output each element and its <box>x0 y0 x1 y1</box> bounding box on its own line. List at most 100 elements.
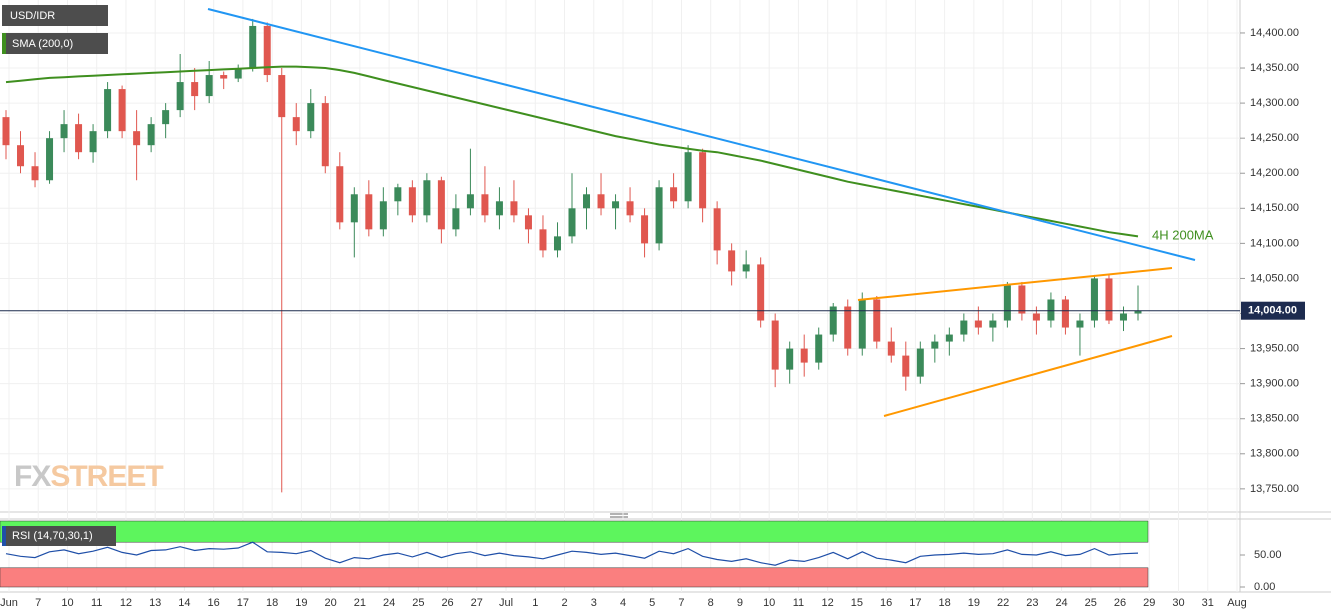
candle-body <box>234 68 242 79</box>
grid <box>0 0 1245 592</box>
candle-body <box>278 75 286 118</box>
candle-body <box>31 166 39 181</box>
rsi-panel <box>0 520 1245 588</box>
x-tick-label: 18 <box>266 597 278 609</box>
x-tick-label: 19 <box>295 597 307 609</box>
marks <box>0 18 1240 493</box>
candle-body <box>757 264 765 321</box>
candle-body <box>1018 285 1026 314</box>
y-tick-label: 13,900.00 <box>1250 378 1299 390</box>
candle-body <box>1119 313 1127 321</box>
candle-body <box>423 180 431 216</box>
candle-body <box>394 187 402 202</box>
candle-body <box>902 355 910 377</box>
candle-body <box>829 306 837 335</box>
candle-body <box>89 131 97 153</box>
candle-body <box>786 348 794 370</box>
candle-body <box>133 131 141 146</box>
x-tick-label: 29 <box>1143 597 1155 609</box>
candle-body <box>60 124 68 139</box>
x-tick-label: 17 <box>909 597 921 609</box>
x-tick-label: 5 <box>649 597 655 609</box>
x-tick-label: 24 <box>1055 597 1067 609</box>
y-tick-label: 13,850.00 <box>1250 413 1299 425</box>
candle-body <box>1032 313 1040 321</box>
legend-box[interactable] <box>2 526 116 546</box>
x-tick-label: 19 <box>968 597 980 609</box>
x-tick-label: Aug <box>1227 597 1247 609</box>
candle-body <box>365 194 373 230</box>
x-tick-label: 25 <box>1085 597 1097 609</box>
x-tick-label: 14 <box>178 597 190 609</box>
legend-sma[interactable]: SMA (200,0) <box>12 38 73 50</box>
y-tick-label: 13,800.00 <box>1250 448 1299 460</box>
candle-body <box>713 208 721 251</box>
candle-body <box>263 25 271 76</box>
x-tick-label: 31 <box>1202 597 1214 609</box>
resize-handle[interactable] <box>610 513 628 518</box>
x-tick-label: 3 <box>591 597 597 609</box>
candle-body <box>75 124 83 153</box>
x-tick-label: 8 <box>708 597 714 609</box>
candle-body <box>118 89 126 132</box>
x-tick-label: 9 <box>737 597 743 609</box>
candle-body <box>350 194 358 223</box>
y-tick-label: 13,750.00 <box>1250 483 1299 495</box>
legend-title[interactable]: USD/IDR <box>10 10 55 22</box>
watermark-fx: FX <box>14 460 51 493</box>
candle-body <box>873 299 881 342</box>
rsi-tick-label: 0.00 <box>1254 581 1275 593</box>
candle-body <box>539 229 547 251</box>
candle-body <box>466 194 474 209</box>
x-tick-label: 13 <box>149 597 161 609</box>
candle-body <box>336 166 344 223</box>
y-tick-label: 14,350.00 <box>1250 62 1299 74</box>
candle-body <box>800 348 808 363</box>
candle-body <box>46 138 54 181</box>
x-tick-label: 26 <box>441 597 453 609</box>
candle-body <box>408 187 416 216</box>
y-tick-label: 14,400.00 <box>1250 27 1299 39</box>
candle-body <box>742 264 750 272</box>
annotation: 4H 200MA <box>1152 227 1214 242</box>
x-tick-label: 30 <box>1172 597 1184 609</box>
x-tick-label: 26 <box>1114 597 1126 609</box>
trendline <box>883 335 1173 417</box>
legend-rsi[interactable]: RSI (14,70,30,1) <box>12 530 93 542</box>
watermark-street: STREET <box>50 460 163 493</box>
y-tick-label: 13,950.00 <box>1250 342 1299 354</box>
y-tick-label: 14,200.00 <box>1250 167 1299 179</box>
candle-body <box>887 341 895 356</box>
y-tick-label: 14,100.00 <box>1250 237 1299 249</box>
candle-body <box>321 103 329 167</box>
candle-body <box>670 187 678 202</box>
candle-body <box>1047 299 1055 321</box>
candle-body <box>292 117 300 132</box>
candle-body <box>205 75 213 97</box>
legend-box[interactable] <box>2 5 108 26</box>
candle-body <box>307 103 315 132</box>
candle-body <box>641 215 649 244</box>
candle-body <box>191 82 199 97</box>
candle-body <box>684 152 692 202</box>
oversold-zone <box>0 567 1149 588</box>
x-tick-label: 24 <box>383 597 395 609</box>
x-tick-label: 22 <box>997 597 1009 609</box>
candle-body <box>597 194 605 209</box>
x-tick-label: 12 <box>120 597 132 609</box>
trendline <box>857 267 1173 301</box>
candle-body <box>1076 320 1084 328</box>
x-tick-label: 1 <box>532 597 538 609</box>
candle-body <box>771 320 779 370</box>
x-tick-label: 4 <box>620 597 626 609</box>
watermark: FXSTREET <box>14 460 163 493</box>
candle-body <box>379 201 387 230</box>
candle-body <box>844 306 852 349</box>
candle-body <box>989 320 997 328</box>
candle-body <box>815 334 823 363</box>
candle-body <box>945 334 953 342</box>
x-tick-label: Jun <box>0 597 18 609</box>
candle-body <box>583 194 591 209</box>
legend-box[interactable] <box>2 33 108 54</box>
